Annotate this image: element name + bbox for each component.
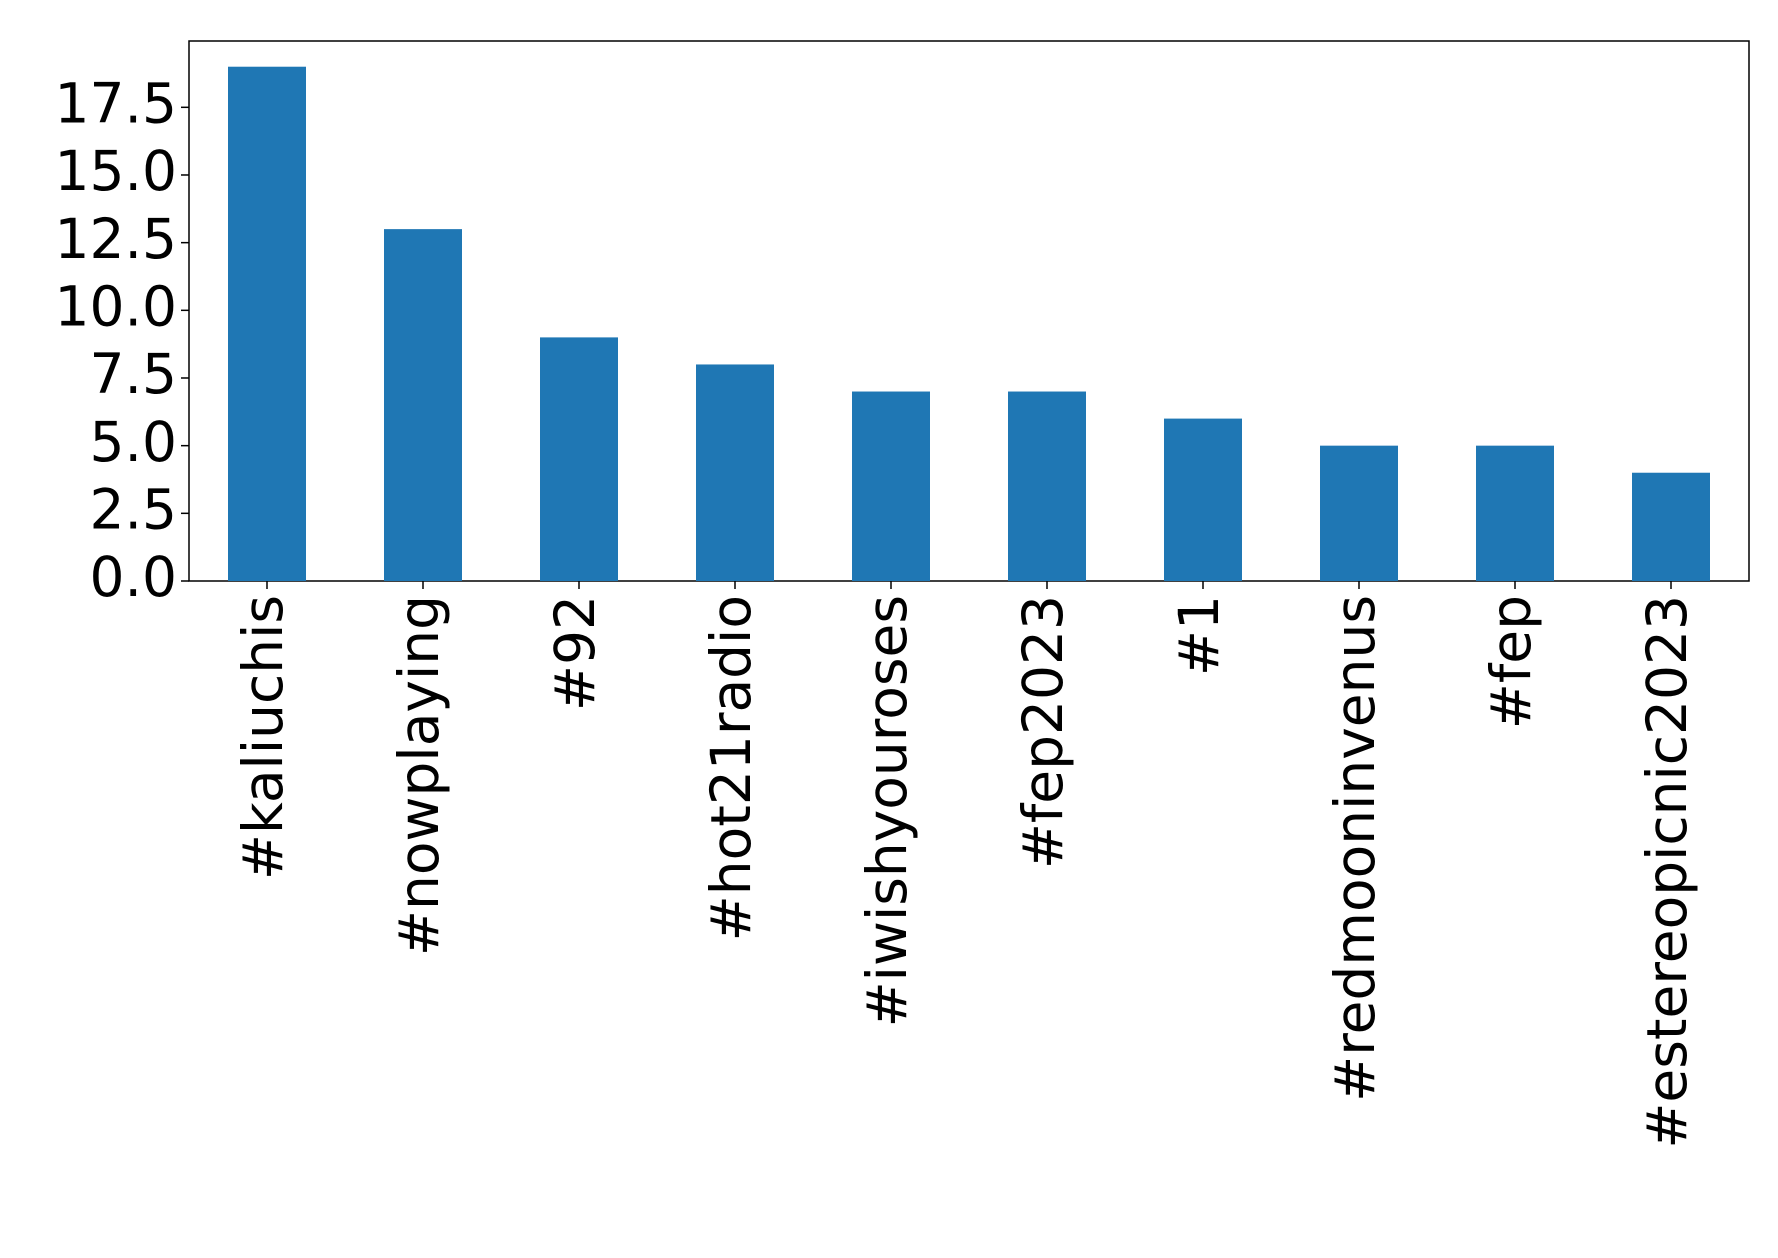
x-tick-label: #kaliuchis xyxy=(231,595,295,880)
bar xyxy=(1164,418,1242,581)
y-tick-label: 17.5 xyxy=(55,71,177,135)
y-tick-label: 10.0 xyxy=(55,274,177,338)
bar xyxy=(1476,445,1554,581)
bar xyxy=(1320,445,1398,581)
x-tick-label: #estereopicnic2023 xyxy=(1635,595,1699,1149)
bar xyxy=(1632,472,1710,581)
x-tick-label: #1 xyxy=(1167,595,1231,676)
x-tick-label: #fep xyxy=(1479,595,1543,729)
bar xyxy=(384,229,462,581)
x-tick-label: #92 xyxy=(543,595,607,711)
x-tick-label: #iwishyouroses xyxy=(855,595,919,1027)
y-tick-label: 0.0 xyxy=(90,545,177,609)
bar xyxy=(852,391,930,581)
y-tick-label: 7.5 xyxy=(90,342,177,406)
y-tick-label: 5.0 xyxy=(90,410,177,474)
bar xyxy=(1008,391,1086,581)
x-tick-label: #hot21radio xyxy=(699,595,763,941)
bar xyxy=(228,66,306,581)
x-tick-label: #fep2023 xyxy=(1011,595,1075,869)
y-tick-label: 15.0 xyxy=(55,139,177,203)
x-tick-label: #nowplaying xyxy=(387,595,451,956)
y-tick-label: 12.5 xyxy=(55,207,177,271)
x-tick-label: #redmooninvenus xyxy=(1323,595,1387,1102)
bar xyxy=(696,364,774,581)
bar xyxy=(540,337,618,581)
y-tick-label: 2.5 xyxy=(90,477,177,541)
